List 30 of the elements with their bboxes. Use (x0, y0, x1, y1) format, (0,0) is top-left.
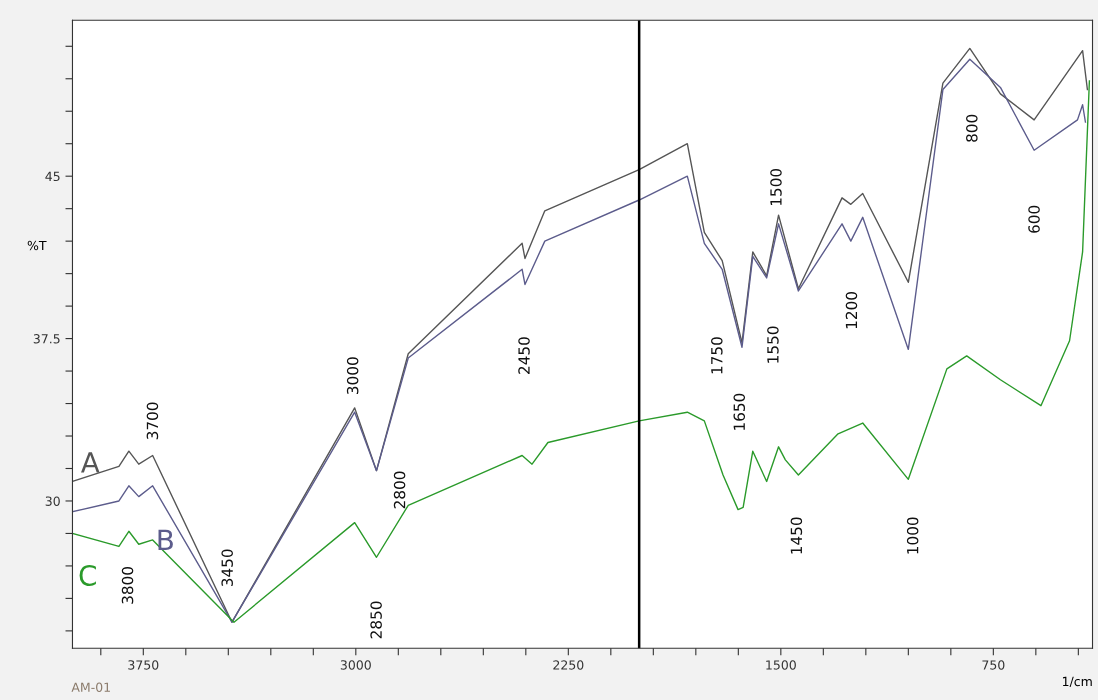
annotation: 1000 (906, 517, 919, 554)
annotation: 3000 (346, 357, 359, 394)
y-tick-label: 45 (45, 171, 60, 182)
x-tick-label: 2250 (553, 660, 584, 670)
annotation: 3700 (146, 402, 159, 440)
x-tick-label: 3750 (128, 660, 159, 670)
annotation: 800 (966, 114, 978, 142)
annotation: 2450 (518, 337, 530, 374)
series-label: C (79, 564, 96, 586)
y-tick-label: 30 (45, 496, 60, 506)
y-axis-title: %T (27, 240, 47, 251)
y-tick-label: 37.5 (33, 334, 60, 344)
series-label: A (81, 452, 100, 473)
x-tick-label: 3000 (340, 660, 371, 670)
x-axis-title: 1/cm (1062, 676, 1092, 688)
annotation: 1450 (790, 517, 803, 554)
annotation: 3800 (121, 566, 134, 604)
annotation: 1750 (711, 337, 723, 374)
annotation: 3450 (221, 549, 233, 587)
annotation: 600 (1028, 205, 1040, 233)
annotation: 1200 (845, 291, 858, 329)
x-tick-label: 1500 (766, 660, 796, 670)
annotation: 1550 (767, 326, 779, 363)
annotation: 2850 (370, 601, 382, 639)
annotation: 1500 (770, 168, 782, 206)
text: AM-01 (71, 682, 110, 692)
annotation: 2800 (393, 471, 406, 509)
annotation: 1650 (733, 393, 746, 430)
series-label: B (158, 529, 173, 551)
x-tick-label: 750 (982, 660, 1005, 670)
